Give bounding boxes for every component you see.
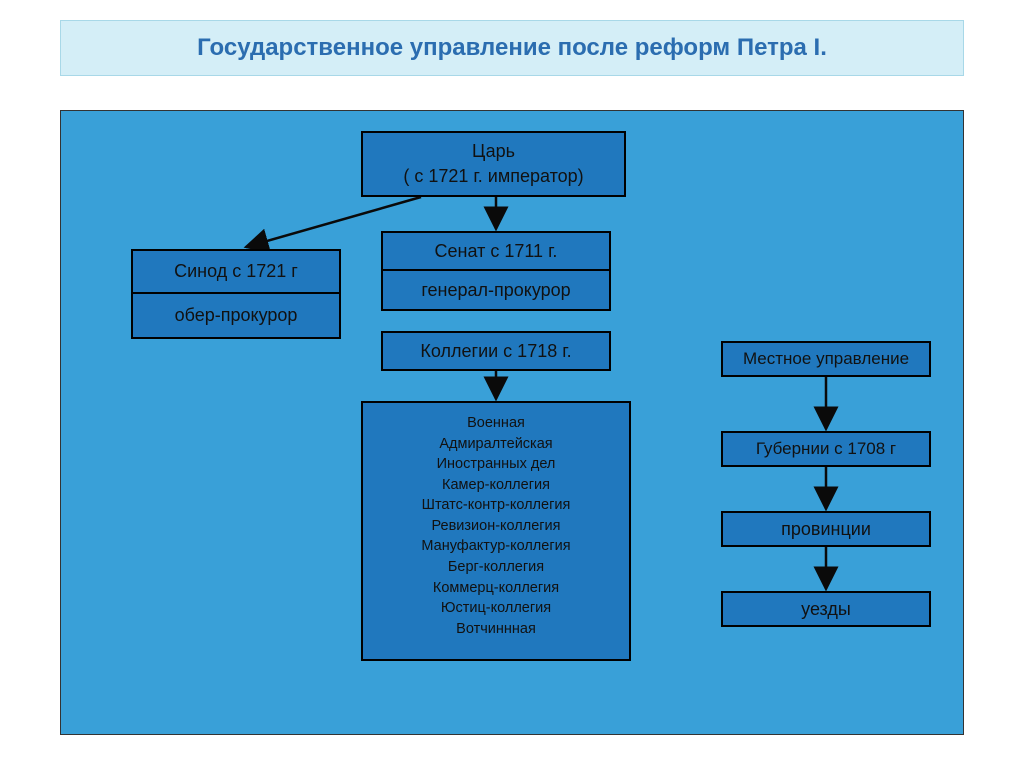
diagram-panel: Царь ( с 1721 г. император) Синод с 1721…	[60, 110, 964, 735]
gubernii-text: Губернии с 1708 г	[756, 439, 896, 459]
tsar-line1: Царь	[466, 139, 521, 164]
node-collegia-header: Коллегии с 1718 г.	[381, 331, 611, 371]
node-provinces: провинции	[721, 511, 931, 547]
synod-top: Синод с 1721 г	[133, 251, 339, 294]
senate-top: Сенат с 1711 г.	[383, 233, 609, 271]
collegia-item: Юстиц-коллегия	[369, 598, 623, 619]
collegia-item: Ревизион-коллегия	[369, 516, 623, 537]
node-collegia-list: ВоеннаяАдмиралтейскаяИностранных делКаме…	[361, 401, 631, 661]
collegia-item: Коммерц-коллегия	[369, 578, 623, 599]
uezdy-text: уезды	[801, 599, 851, 620]
local-header-text: Местное управление	[743, 349, 909, 369]
collegia-item: Адмиралтейская	[369, 434, 623, 455]
node-local-header: Местное управление	[721, 341, 931, 377]
collegia-item: Вотчиннная	[369, 619, 623, 640]
collegia-item: Берг-коллегия	[369, 557, 623, 578]
provinces-text: провинции	[781, 519, 871, 540]
collegia-header-text: Коллегии с 1718 г.	[420, 341, 571, 362]
node-senate: Сенат с 1711 г. генерал-прокурор	[381, 231, 611, 311]
synod-bottom: обер-прокурор	[133, 294, 339, 337]
collegia-item: Иностранных дел	[369, 454, 623, 475]
collegia-item: Военная	[369, 413, 623, 434]
tsar-line2: ( с 1721 г. император)	[397, 164, 589, 189]
node-uezdy: уезды	[721, 591, 931, 627]
senate-bottom: генерал-прокурор	[383, 271, 609, 309]
title-bar: Государственное управление после реформ …	[60, 20, 964, 76]
node-gubernii: Губернии с 1708 г	[721, 431, 931, 467]
collegia-item: Камер-коллегия	[369, 475, 623, 496]
collegia-item: Мануфактур-коллегия	[369, 536, 623, 557]
node-tsar: Царь ( с 1721 г. император)	[361, 131, 626, 197]
collegia-item: Штатс-контр-коллегия	[369, 495, 623, 516]
node-synod: Синод с 1721 г обер-прокурор	[131, 249, 341, 339]
page-title: Государственное управление после реформ …	[197, 34, 827, 62]
